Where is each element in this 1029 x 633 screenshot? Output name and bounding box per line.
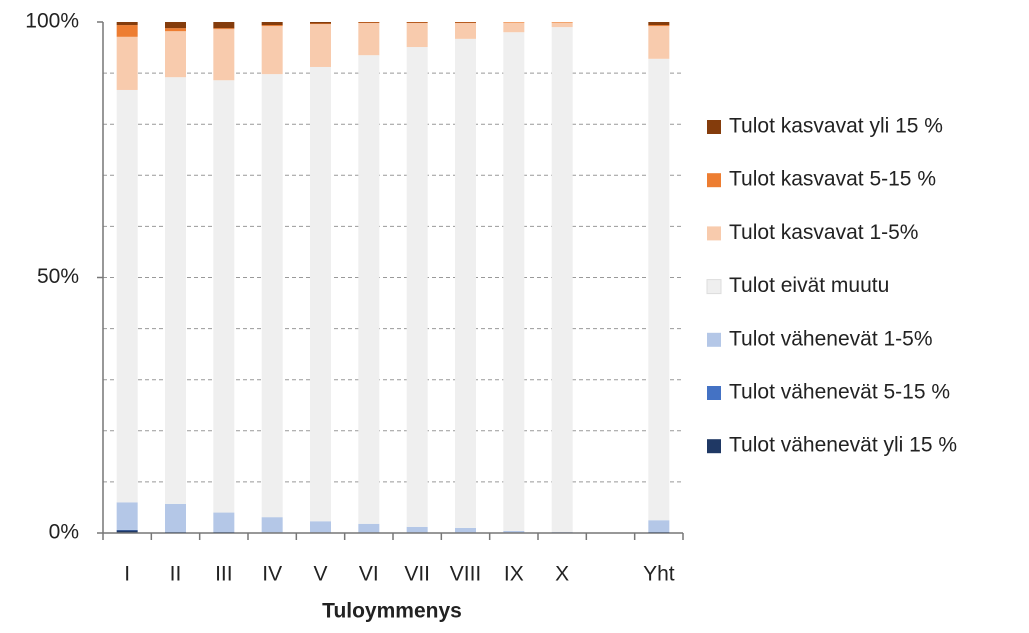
bar-segment: [116, 22, 138, 26]
bar-segment: [261, 25, 283, 27]
bar-segment: [455, 22, 476, 23]
legend-label: Tulot kasvavat 1-5%: [729, 221, 918, 244]
bar-segment: [551, 27, 573, 532]
bar-segment: [358, 22, 380, 23]
bar-segment: [406, 526, 428, 533]
bar-segment: [116, 36, 138, 90]
bar-segment: [503, 530, 525, 533]
legend-swatch: [707, 173, 721, 188]
y-tick-label: 50%: [37, 265, 79, 288]
bar-segment: [213, 531, 235, 533]
legend-swatch: [706, 279, 722, 295]
x-tick-label: VII: [404, 563, 430, 586]
bar-segment: [455, 38, 476, 528]
bar-segment: [165, 28, 186, 32]
bar-segment: [406, 47, 428, 527]
bar-segment: [261, 517, 283, 533]
x-tick-label: Yht: [643, 563, 675, 586]
bar-segment: [116, 25, 138, 37]
bar-segment: [358, 523, 380, 533]
bar-segment: [213, 22, 235, 29]
x-tick-label: I: [124, 563, 130, 586]
bar-segment: [455, 23, 476, 39]
bar-segment: [358, 55, 380, 524]
bar-segment: [261, 74, 283, 518]
bar-segment: [648, 25, 670, 27]
legend-swatch: [707, 386, 721, 400]
legend-swatch: [707, 439, 721, 454]
legend-label: Tulot vähenevät 1-5%: [729, 327, 933, 350]
x-tick-label: V: [313, 563, 327, 586]
bar-segment: [116, 529, 138, 531]
x-tick-label: X: [555, 563, 569, 586]
bar-segment: [648, 531, 670, 533]
bar-segment: [358, 23, 380, 56]
bar-segment: [116, 502, 138, 530]
bar-segment: [406, 22, 428, 24]
legend-label: Tulot eivät muutu: [729, 274, 889, 297]
bar-segment: [261, 22, 283, 26]
bar-segment: [261, 26, 283, 75]
legend-label: Tulot kasvavat 5-15 %: [729, 168, 936, 191]
bar-segment: [503, 22, 525, 33]
bar-segment: [648, 26, 670, 59]
bar-segment: [310, 23, 331, 25]
bar-segment: [648, 22, 670, 26]
bar-segment: [165, 503, 186, 532]
bar-segment: [503, 22, 525, 23]
bar-segment: [213, 28, 235, 30]
y-tick-label: 0%: [49, 521, 79, 544]
bar-segment: [648, 58, 670, 521]
x-tick-label: II: [170, 563, 182, 586]
bar-segment: [455, 527, 476, 533]
x-tick-label: III: [215, 563, 233, 586]
bar-segment: [310, 521, 331, 533]
legend-label: Tulot kasvavat yli 15 %: [729, 115, 943, 138]
bar-segment: [165, 531, 186, 533]
legend-swatch: [707, 332, 721, 347]
bar-segment: [213, 80, 235, 513]
bar-segment: [406, 22, 428, 23]
bar-segment: [551, 22, 573, 23]
legend-label: Tulot vähenevät 5-15 %: [729, 381, 950, 404]
bar-segment: [455, 22, 476, 24]
bar-segment: [358, 22, 380, 24]
legend-label: Tulot vähenevät yli 15 %: [729, 434, 957, 457]
bar-segment: [551, 22, 573, 28]
x-tick-label: VIII: [450, 563, 482, 586]
bar-segment: [213, 29, 235, 81]
bar-segment: [406, 23, 428, 48]
bar-segment: [165, 22, 186, 29]
bar-segment: [310, 66, 331, 522]
bar-segment: [213, 512, 235, 532]
x-tick-label: VI: [359, 563, 379, 586]
legend-swatch: [707, 120, 721, 134]
x-tick-label: IV: [262, 563, 282, 586]
bar-segment: [165, 31, 186, 78]
y-tick-label: 100%: [25, 10, 79, 33]
bar-segment: [165, 77, 186, 504]
bar-segment: [648, 520, 670, 532]
bar-segment: [310, 24, 331, 67]
bar-segment: [310, 22, 331, 24]
bar-segment: [116, 530, 138, 533]
legend-swatch: [707, 226, 721, 241]
x-tick-label: IX: [504, 563, 524, 586]
bar-segment: [503, 32, 525, 531]
bar-segment: [116, 89, 138, 503]
x-axis-label: Tuloymmenys: [322, 600, 462, 623]
